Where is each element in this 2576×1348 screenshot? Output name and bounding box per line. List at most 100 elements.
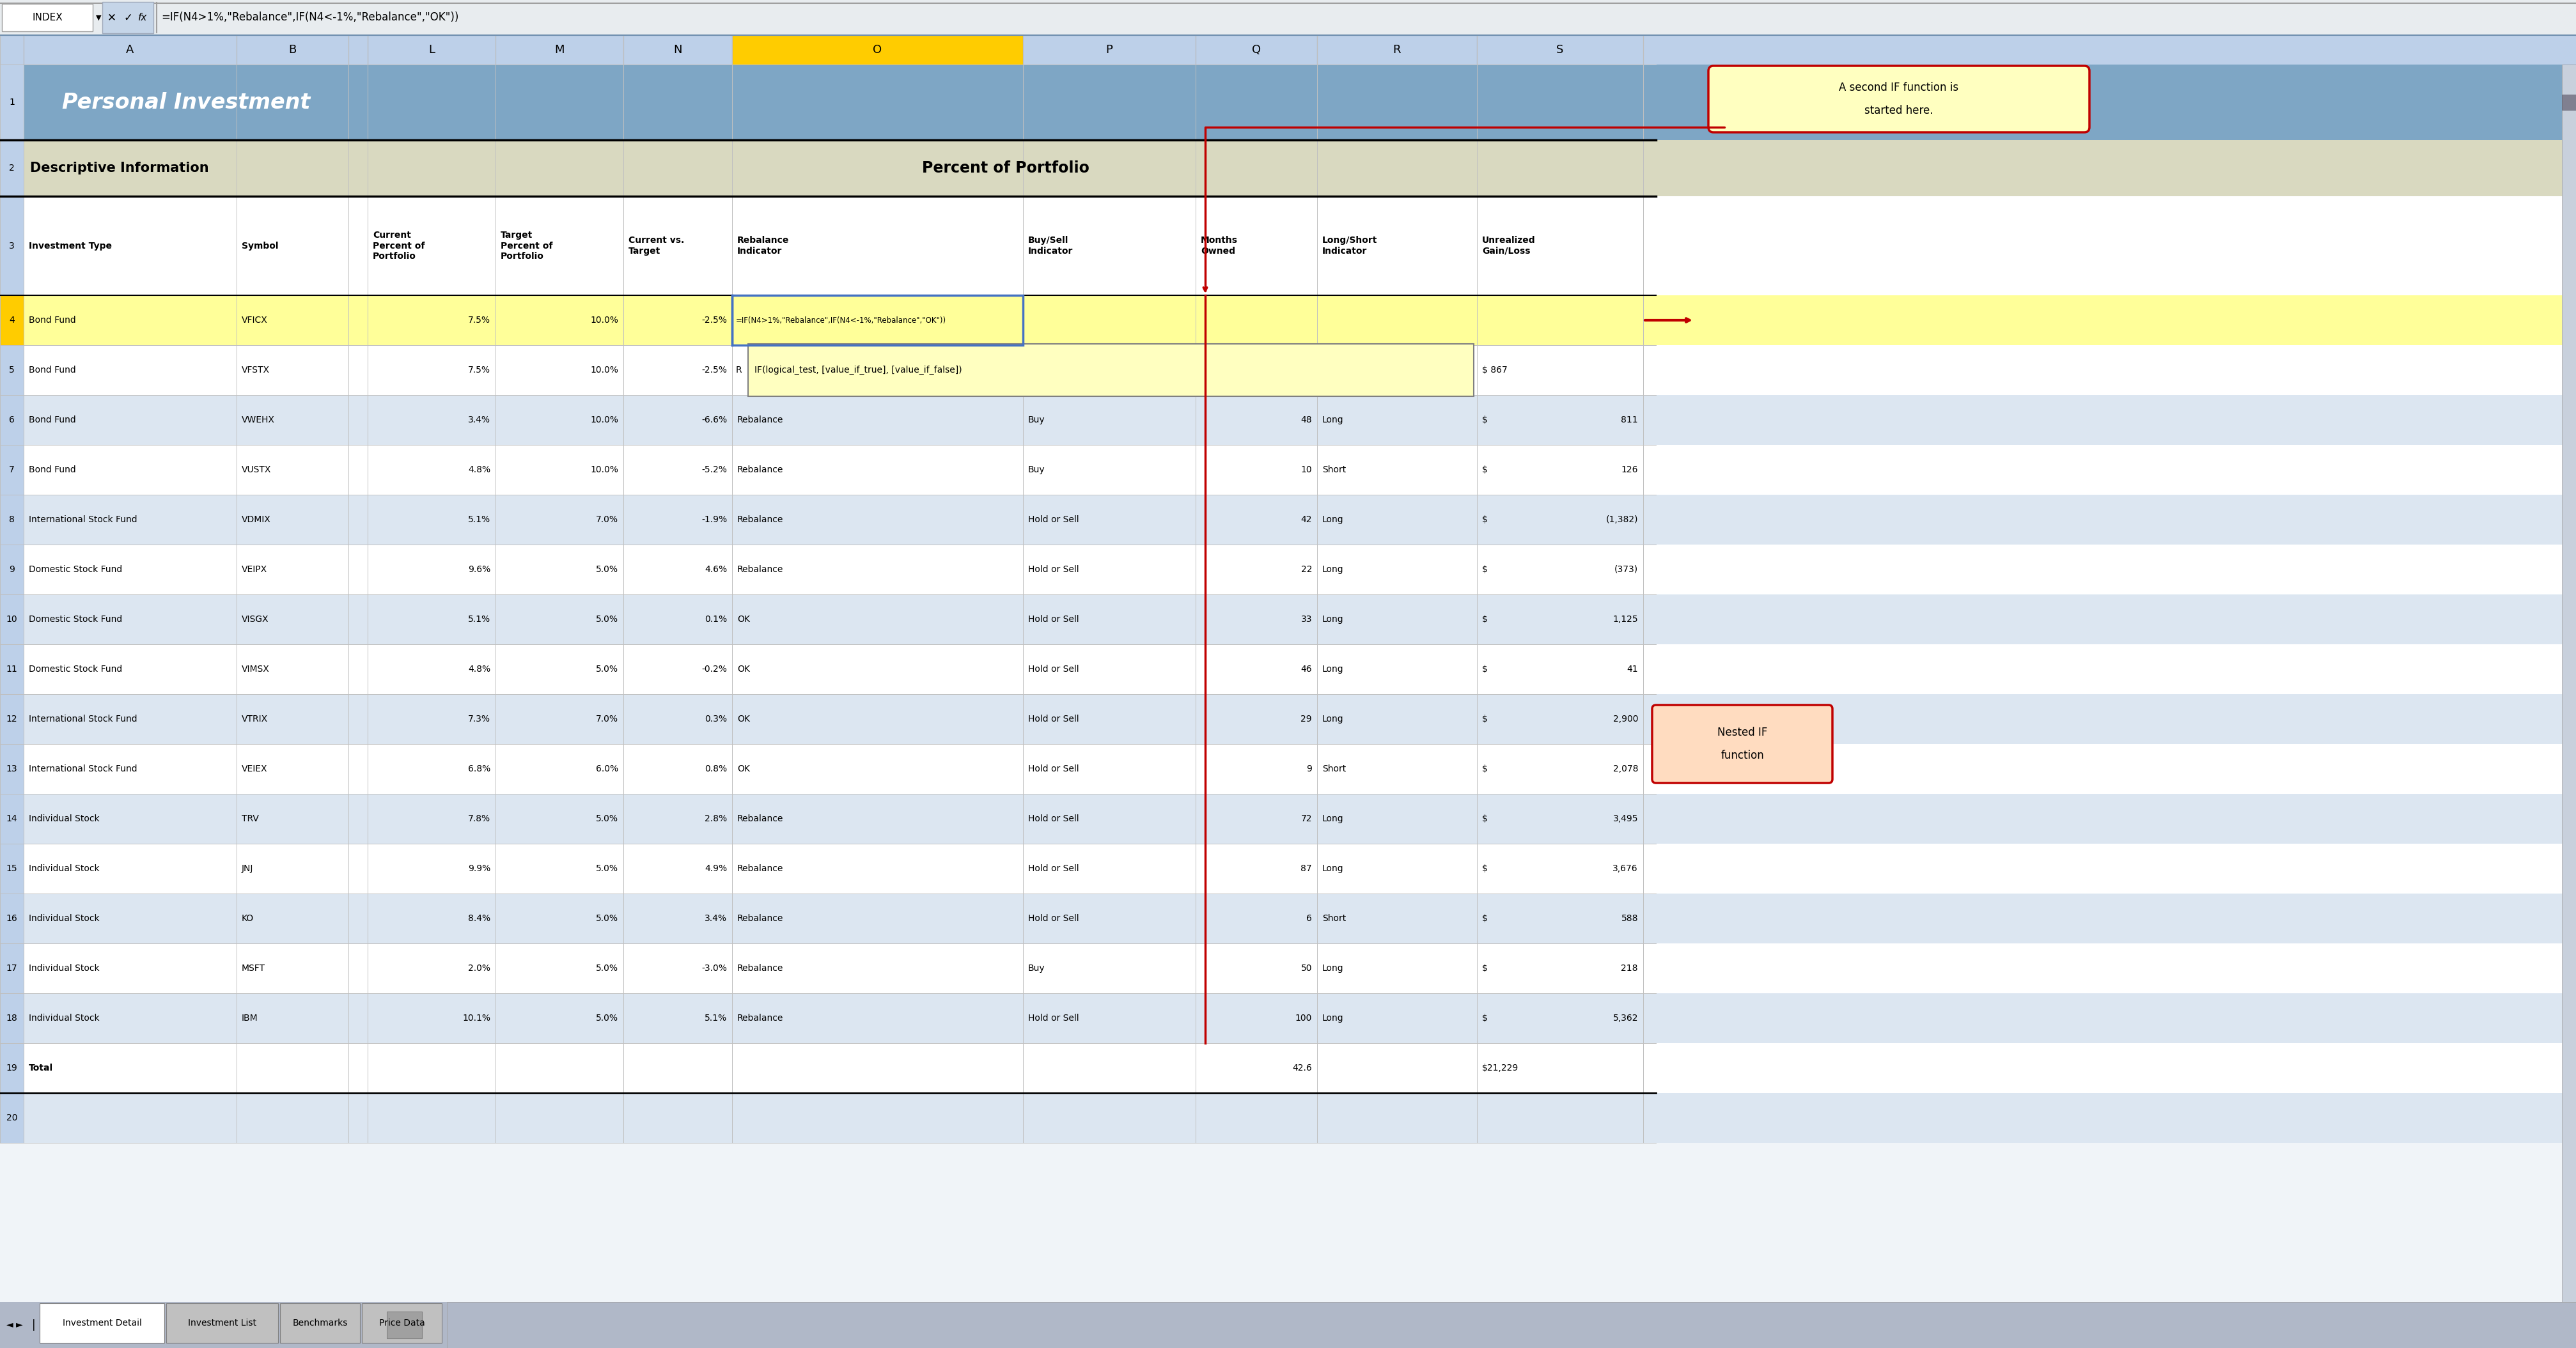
Text: 5.1%: 5.1% bbox=[703, 1014, 726, 1023]
Text: 10: 10 bbox=[5, 615, 18, 624]
Text: Individual Stock: Individual Stock bbox=[28, 864, 100, 874]
Text: $: $ bbox=[1481, 515, 1489, 524]
Bar bbox=[23, 35, 237, 65]
Text: Hold or Sell: Hold or Sell bbox=[1028, 864, 1079, 874]
Text: Buy: Buy bbox=[1028, 964, 1046, 973]
Text: 5: 5 bbox=[10, 365, 15, 375]
Text: 1: 1 bbox=[8, 98, 15, 106]
Text: 2.0%: 2.0% bbox=[469, 964, 489, 973]
Text: Individual Stock: Individual Stock bbox=[28, 914, 100, 923]
Text: 6: 6 bbox=[8, 415, 15, 425]
Text: Hold or Sell: Hold or Sell bbox=[1028, 914, 1079, 923]
Bar bbox=[167, 1304, 278, 1343]
Text: 3,676: 3,676 bbox=[1613, 864, 1638, 874]
Bar bbox=[0, 944, 2576, 993]
Text: 6.8%: 6.8% bbox=[469, 764, 489, 774]
Bar bbox=[0, 1043, 23, 1093]
Bar bbox=[2563, 65, 2576, 1302]
Text: =IF(N4>1%,"Rebalance",IF(N4<-1%,"Rebalance","OK")): =IF(N4>1%,"Rebalance",IF(N4<-1%,"Rebalan… bbox=[162, 12, 459, 23]
Text: 7.8%: 7.8% bbox=[469, 814, 489, 824]
FancyBboxPatch shape bbox=[1651, 705, 1832, 783]
Text: Hold or Sell: Hold or Sell bbox=[1028, 665, 1079, 674]
Text: 5.0%: 5.0% bbox=[595, 565, 618, 574]
Bar bbox=[103, 1, 155, 34]
Text: IF(logical_test, [value_if_true], [value_if_false]): IF(logical_test, [value_if_true], [value… bbox=[755, 365, 961, 375]
Text: 588: 588 bbox=[1620, 914, 1638, 923]
Text: Individual Stock: Individual Stock bbox=[28, 814, 100, 824]
Bar bbox=[0, 495, 2576, 545]
Bar bbox=[2563, 94, 2576, 109]
Text: Bond Fund: Bond Fund bbox=[28, 365, 75, 375]
Text: Short: Short bbox=[1321, 914, 1347, 923]
Bar bbox=[0, 844, 23, 894]
Text: 5.0%: 5.0% bbox=[595, 665, 618, 674]
Bar bbox=[0, 694, 2576, 744]
Bar bbox=[0, 844, 2576, 894]
Text: -6.6%: -6.6% bbox=[701, 415, 726, 425]
Text: 17: 17 bbox=[5, 964, 18, 973]
Bar bbox=[237, 35, 348, 65]
Text: 33: 33 bbox=[1301, 615, 1311, 624]
Text: International Stock Fund: International Stock Fund bbox=[28, 515, 137, 524]
Bar bbox=[0, 295, 23, 345]
Text: A: A bbox=[126, 44, 134, 55]
Bar bbox=[386, 1312, 422, 1339]
Text: 4: 4 bbox=[10, 315, 15, 325]
Text: Hold or Sell: Hold or Sell bbox=[1028, 1014, 1079, 1023]
Text: VUSTX: VUSTX bbox=[242, 465, 270, 474]
Bar bbox=[0, 894, 23, 944]
Text: ◄ ►: ◄ ► bbox=[5, 1321, 23, 1329]
Text: 72: 72 bbox=[1301, 814, 1311, 824]
Text: 8.4%: 8.4% bbox=[469, 914, 489, 923]
Text: $: $ bbox=[1481, 864, 1489, 874]
Text: 42.6: 42.6 bbox=[1293, 1064, 1311, 1073]
Text: Nested IF: Nested IF bbox=[1718, 727, 1767, 739]
Bar bbox=[0, 744, 23, 794]
Text: $: $ bbox=[1481, 714, 1489, 724]
Text: Long: Long bbox=[1321, 814, 1345, 824]
Text: Buy: Buy bbox=[1028, 465, 1046, 474]
Text: Rebalance: Rebalance bbox=[737, 415, 783, 425]
Text: 42: 42 bbox=[1301, 515, 1311, 524]
Text: Long: Long bbox=[1321, 415, 1345, 425]
Bar bbox=[348, 35, 368, 65]
Bar bbox=[0, 445, 23, 495]
Text: Total: Total bbox=[28, 1064, 54, 1073]
Text: L: L bbox=[428, 44, 435, 55]
Text: OK: OK bbox=[737, 665, 750, 674]
Text: 1,125: 1,125 bbox=[1613, 615, 1638, 624]
Text: -2.5%: -2.5% bbox=[701, 315, 726, 325]
Bar bbox=[0, 35, 2576, 65]
Text: Rebalance
Indicator: Rebalance Indicator bbox=[737, 236, 788, 255]
Bar bbox=[747, 344, 1473, 396]
Text: IBM: IBM bbox=[242, 1014, 258, 1023]
Text: 9: 9 bbox=[8, 565, 15, 574]
Text: VEIPX: VEIPX bbox=[242, 565, 268, 574]
Text: JNJ: JNJ bbox=[242, 864, 252, 874]
Bar bbox=[0, 1093, 2576, 1143]
Bar bbox=[0, 140, 2576, 197]
Text: $: $ bbox=[1481, 1014, 1489, 1023]
Text: 5.0%: 5.0% bbox=[595, 1014, 618, 1023]
Text: VEIEX: VEIEX bbox=[242, 764, 268, 774]
Text: VISGX: VISGX bbox=[242, 615, 268, 624]
Text: 7.5%: 7.5% bbox=[469, 315, 489, 325]
Bar bbox=[1195, 35, 1316, 65]
Bar bbox=[0, 794, 23, 844]
Text: Long: Long bbox=[1321, 665, 1345, 674]
Bar bbox=[0, 0, 2576, 35]
Text: Symbol: Symbol bbox=[242, 241, 278, 251]
Text: 4.9%: 4.9% bbox=[703, 864, 726, 874]
Text: Current
Percent of
Portfolio: Current Percent of Portfolio bbox=[374, 231, 425, 260]
Bar bbox=[0, 594, 23, 644]
Text: OK: OK bbox=[737, 714, 750, 724]
Bar bbox=[1023, 35, 1195, 65]
Text: 7: 7 bbox=[10, 465, 15, 474]
Text: Rebalance: Rebalance bbox=[737, 515, 783, 524]
Text: N: N bbox=[672, 44, 683, 55]
Text: 5.0%: 5.0% bbox=[595, 615, 618, 624]
Bar bbox=[0, 345, 23, 395]
Text: (373): (373) bbox=[1615, 565, 1638, 574]
Text: International Stock Fund: International Stock Fund bbox=[28, 764, 137, 774]
Text: $21,229: $21,229 bbox=[1481, 1064, 1520, 1073]
